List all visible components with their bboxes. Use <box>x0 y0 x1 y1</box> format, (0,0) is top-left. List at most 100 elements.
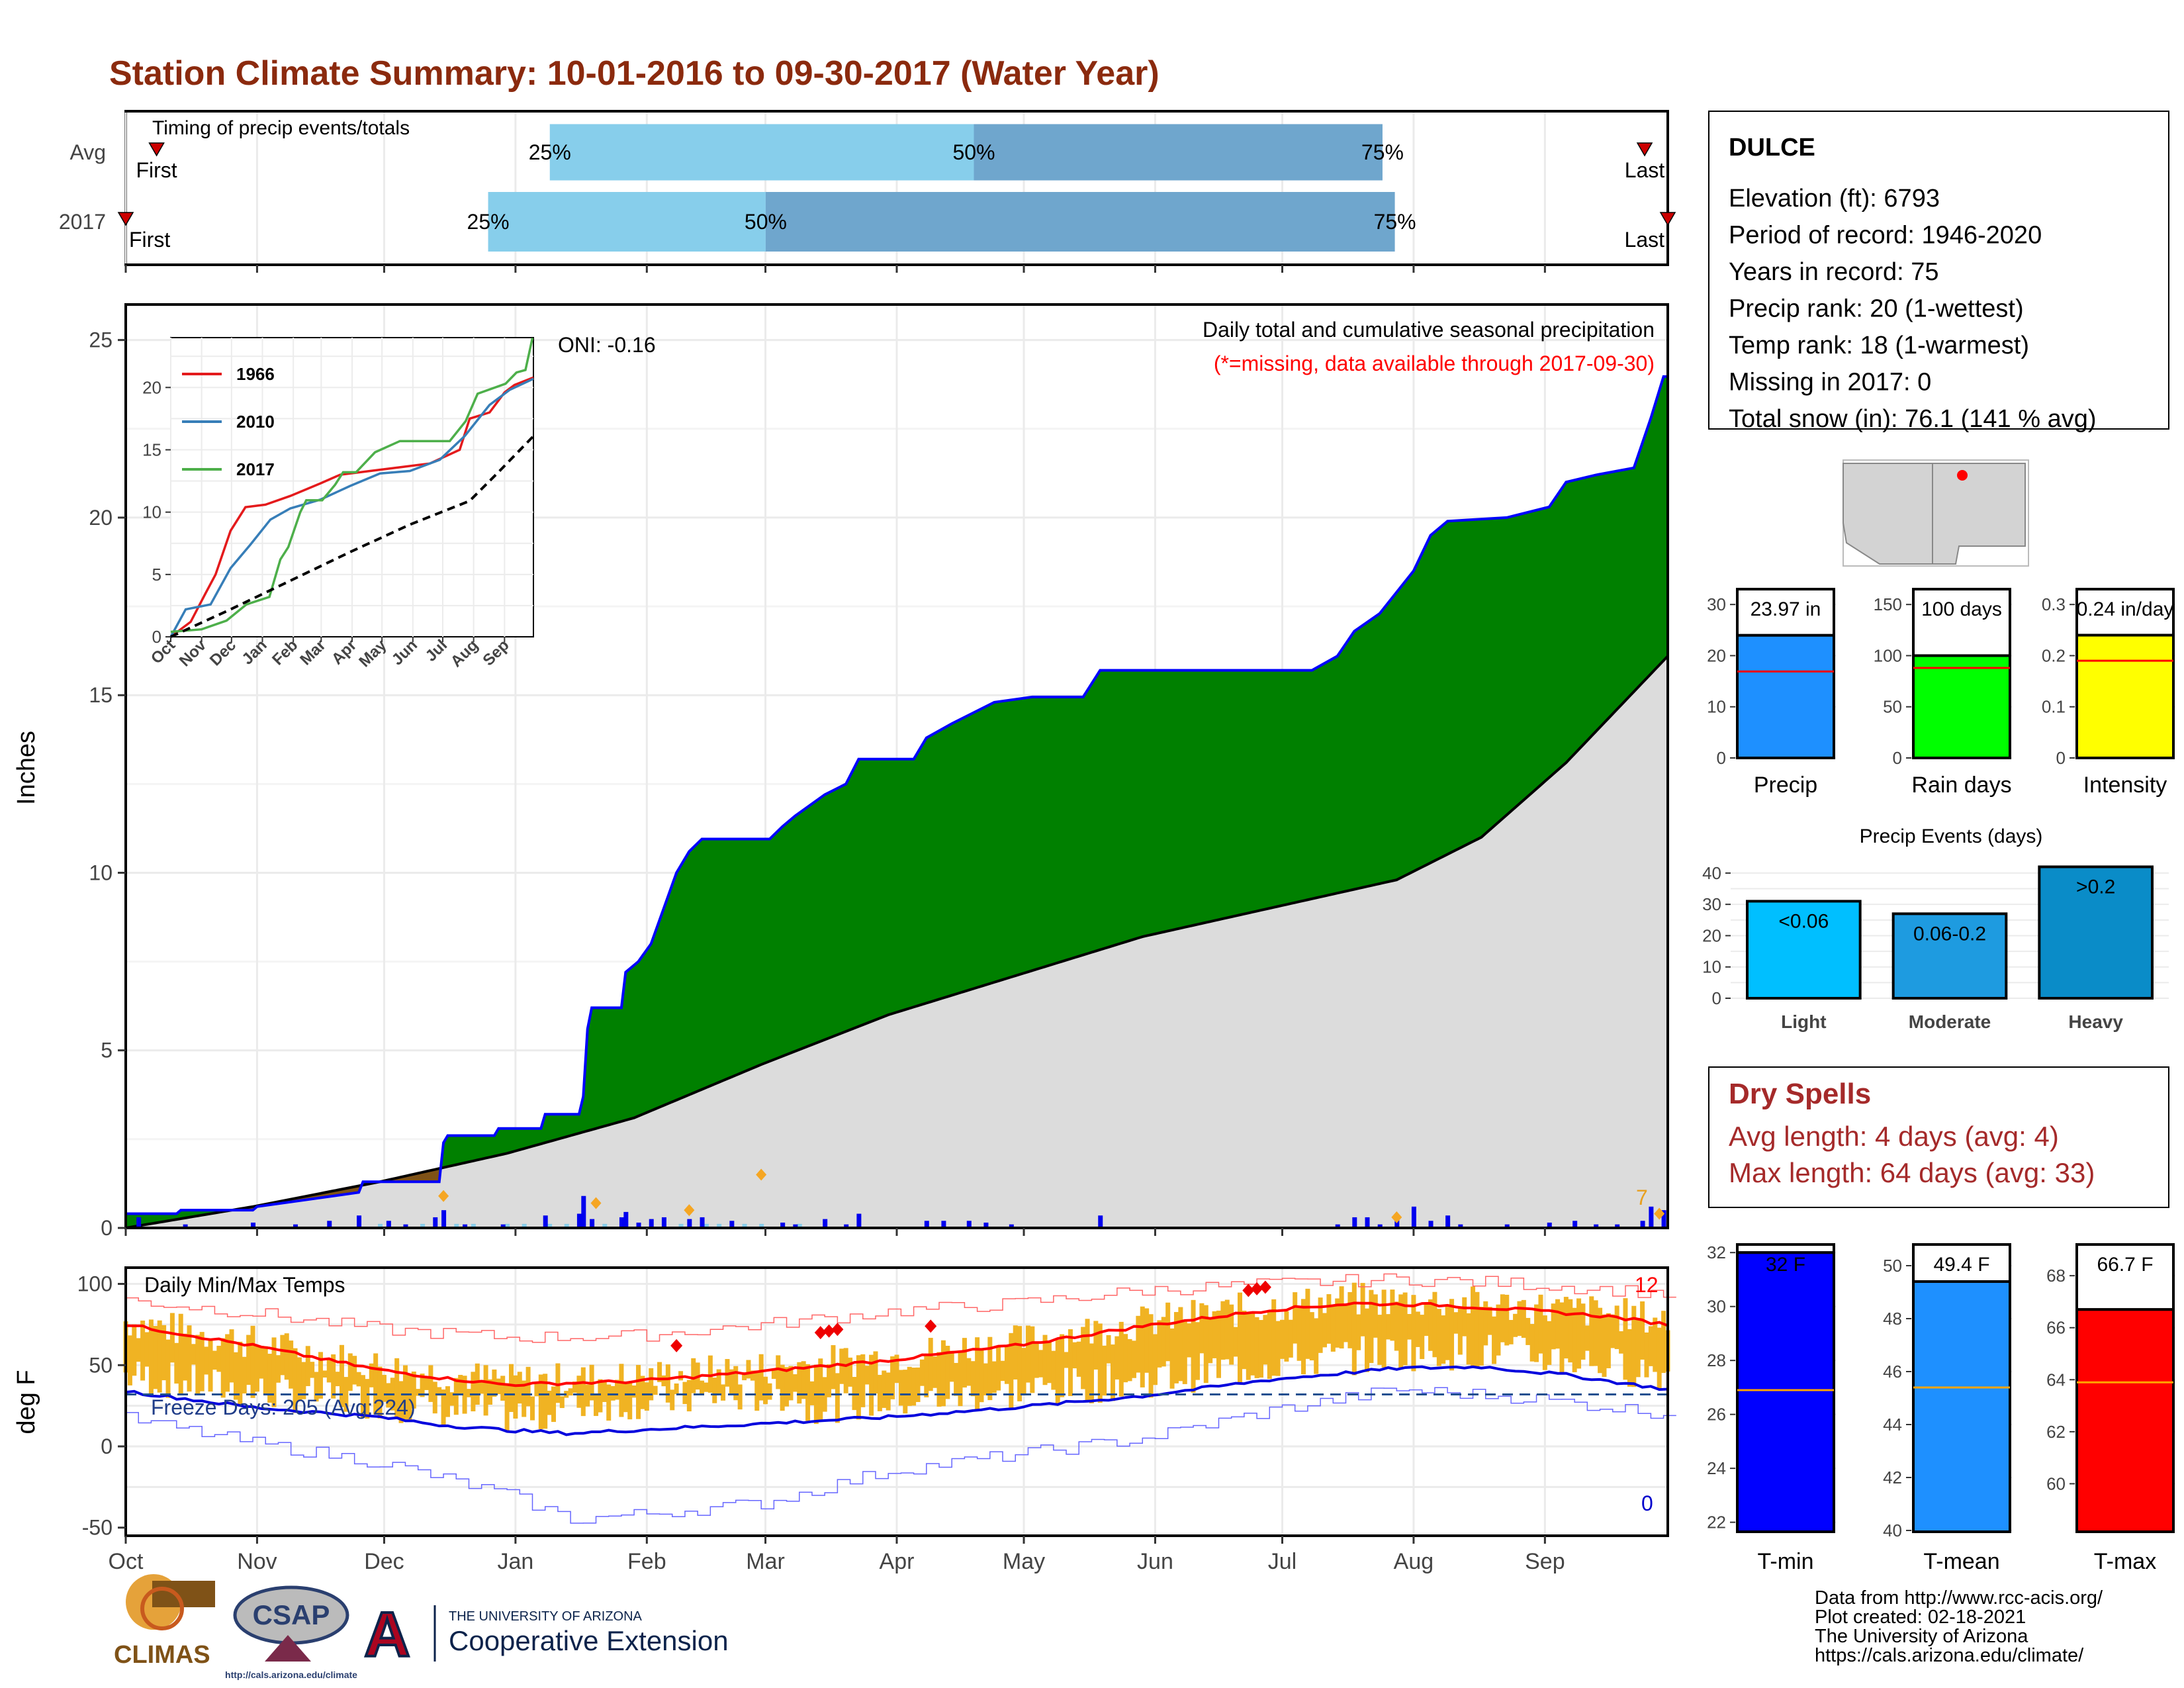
daily-temp-range-bar <box>780 1364 785 1411</box>
daily-temp-range-bar <box>1580 1303 1586 1360</box>
daily-temp-range-bar <box>208 1340 213 1392</box>
daily-temp-range-bar <box>191 1344 196 1365</box>
daily-temp-range-bar <box>827 1364 832 1397</box>
inset-legend-label: 2010 <box>236 412 275 432</box>
surplus-area <box>811 800 817 1045</box>
daily-temp-range-bar <box>572 1382 578 1393</box>
surplus-area <box>1367 618 1372 887</box>
daily-temp-range-bar <box>1115 1336 1120 1380</box>
daily-temp-range-bar <box>1267 1312 1272 1380</box>
surplus-area <box>1252 670 1257 913</box>
surplus-area <box>1175 670 1181 930</box>
last-event-marker-icon <box>1659 212 1676 226</box>
daily-temp-range-bar <box>509 1364 514 1413</box>
daily-temp-range-bar <box>1046 1342 1052 1383</box>
surplus-area <box>951 721 957 996</box>
timing-row-label: 2017 <box>59 210 106 234</box>
first-event-label: First <box>136 158 177 182</box>
record-high-marker <box>1251 1282 1263 1295</box>
daily-precip-bar <box>941 1221 946 1228</box>
daily-temp-range-bar <box>157 1320 162 1393</box>
daily-precip-bar <box>1615 1224 1620 1228</box>
surplus-area <box>511 1128 516 1153</box>
daily-temp-range-bar <box>686 1380 692 1412</box>
heavy-event-marker <box>684 1204 695 1217</box>
surplus-area <box>1510 515 1516 812</box>
first-event-marker-icon <box>148 142 165 157</box>
daily-precip-bar <box>661 1217 666 1228</box>
record-high-marker <box>1259 1280 1271 1294</box>
timing-bar-50-75 <box>974 124 1383 181</box>
surplus-area <box>833 787 838 1037</box>
daily-temp-range-bar <box>377 1366 383 1419</box>
daily-temp-range-bar <box>945 1345 950 1399</box>
daily-temp-range-bar <box>919 1359 925 1386</box>
surplus-area <box>956 718 961 995</box>
daily-temp-range-bar <box>1152 1334 1158 1385</box>
daily-temp-range-bar <box>1559 1302 1565 1373</box>
events-y-tick-label: 40 <box>1702 863 1721 883</box>
daily-precip-bar <box>463 1224 468 1228</box>
daily-temp-range-bar <box>271 1337 277 1407</box>
surplus-area <box>1180 670 1185 929</box>
inset-y-tick-label: 20 <box>142 377 161 397</box>
snow-day-bar <box>602 1223 608 1228</box>
surplus-area <box>879 759 885 1019</box>
temp-bar-y-tick-label: 50 <box>1883 1256 1902 1276</box>
surplus-area <box>676 864 682 1101</box>
surplus-area <box>1473 519 1478 843</box>
event-bar <box>1746 900 1862 1000</box>
daily-temp-range-bar <box>843 1348 848 1393</box>
month-tick-label: Aug <box>1394 1549 1434 1574</box>
surplus-area <box>705 838 711 1088</box>
snow-day-bar <box>505 1223 510 1228</box>
stat-y-tick-label: 50 <box>1883 697 1902 717</box>
daily-temp-range-bar <box>729 1369 734 1395</box>
surplus-area <box>871 759 876 1022</box>
daily-temp-range-bar <box>420 1374 425 1397</box>
daily-precip-bar <box>1640 1221 1645 1228</box>
daily-temp-range-bar <box>1123 1334 1128 1383</box>
daily-temp-range-bar <box>1250 1313 1255 1376</box>
surplus-area <box>1036 696 1042 970</box>
missing-note: (*=missing, data available through 2017-… <box>1214 352 1655 375</box>
daily-temp-range-bar <box>1441 1315 1446 1364</box>
surplus-area <box>1095 669 1101 952</box>
daily-temp-range-bar <box>1339 1286 1344 1349</box>
daily-precip-bar <box>780 1222 786 1228</box>
daily-temp-range-bar <box>1216 1310 1221 1378</box>
avg-min-line <box>125 1365 1668 1436</box>
daily-temp-range-bar <box>547 1390 552 1415</box>
climas-logo: CLIMAS <box>114 1574 215 1669</box>
daily-temp-range-bar <box>1360 1283 1365 1336</box>
record-max-line <box>126 1273 1676 1343</box>
daily-precip-bar <box>386 1221 391 1228</box>
daily-temp-range-bar <box>1547 1321 1552 1365</box>
page-title: Station Climate Summary: 10-01-2016 to 0… <box>109 54 1160 93</box>
surplus-area <box>1489 518 1495 831</box>
daily-temp-range-bar <box>707 1355 713 1393</box>
daily-temp-range-bar <box>1224 1299 1230 1360</box>
temp-bar-label-box <box>2075 1243 2175 1311</box>
daily-temp-range-bar <box>1369 1289 1374 1364</box>
daily-precip-bar <box>649 1219 654 1228</box>
daily-temp-range-bar <box>928 1338 933 1391</box>
credit-url: https://cals.arizona.edu/climate/ <box>1815 1645 2084 1666</box>
daily-temp-range-bar <box>471 1372 476 1412</box>
surplus-area <box>829 790 834 1039</box>
daily-precip-bar <box>1352 1217 1357 1228</box>
temp-y-tick-label: 100 <box>77 1272 113 1296</box>
temp-bar-y-tick-label: 48 <box>1883 1309 1902 1329</box>
daily-temp-range-bar <box>530 1396 535 1421</box>
surplus-area <box>617 1007 622 1123</box>
daily-temp-range-bar <box>970 1361 976 1397</box>
daily-temp-range-bar <box>805 1364 811 1421</box>
daily-temp-range-bar <box>1051 1350 1056 1390</box>
daily-precip-bar <box>590 1219 595 1228</box>
freeze-days-label: Freeze Days: 205 (Avg:224) <box>151 1395 416 1419</box>
daily-temp-range-bar <box>343 1377 349 1412</box>
daily-temp-range-bar <box>822 1377 827 1412</box>
daily-temp-range-bar <box>428 1365 433 1402</box>
daily-temp-range-bar <box>954 1362 959 1396</box>
daily-temp-range-bar <box>522 1380 527 1417</box>
